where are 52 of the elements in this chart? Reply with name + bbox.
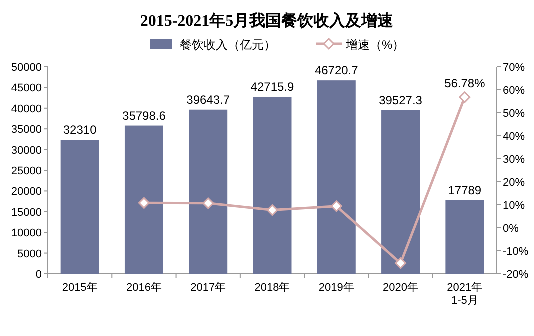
point: [138, 197, 150, 209]
x-tick-label: 2021年 1-5月: [447, 282, 483, 308]
y2-tick-label: 70%: [503, 62, 526, 74]
bar: [317, 80, 356, 274]
data-label: 39643.7: [186, 92, 230, 107]
x-tick-label: 2020年: [383, 282, 419, 294]
data-label: 56.78%: [444, 76, 486, 90]
legend-label: 增速（%）: [345, 38, 405, 52]
point: [459, 92, 471, 104]
x-tick-label: 2019年: [318, 282, 354, 294]
x-tick-label: 2017年: [190, 282, 226, 294]
x-tick-label: 2016年: [126, 282, 162, 294]
data-label: 39527.3: [379, 93, 423, 108]
bar: [446, 200, 484, 274]
y-tick-label: 30000: [11, 144, 42, 157]
data-label: 46720.7: [314, 64, 359, 78]
y2-tick-label: 50%: [503, 108, 526, 120]
point: [330, 200, 342, 212]
y-tick-label: 25000: [11, 166, 42, 178]
legend-label: 餐饮收入（亿元）: [180, 38, 276, 52]
data-label: 35798.6: [122, 108, 166, 123]
y-tick-label: 50000: [11, 62, 42, 74]
data-label: 42715.9: [250, 80, 295, 94]
bar: [124, 126, 164, 274]
y2-tick-label: 60%: [503, 85, 526, 97]
data-label: 32310: [63, 123, 98, 138]
y-tick-label: 10000: [11, 228, 42, 240]
y2-tick-label: 0%: [503, 223, 520, 235]
x-tick-label: 2015年: [62, 282, 98, 294]
data-label: 17789: [448, 183, 482, 198]
bar: [189, 110, 228, 274]
y2-tick-label: 10%: [503, 200, 526, 212]
y-tick-label: 0: [36, 269, 42, 281]
x-tick-label: 2018年: [254, 282, 290, 294]
point: [395, 258, 407, 270]
y2-tick-label: 40%: [503, 131, 526, 143]
bar: [60, 140, 100, 274]
y-tick-label: 35000: [11, 124, 42, 136]
y-tick-label: 45000: [11, 82, 42, 95]
y-tick-label: 15000: [11, 206, 42, 219]
y2-tick-label: 30%: [503, 154, 526, 166]
y-tick-label: 5000: [18, 248, 42, 260]
point: [202, 198, 214, 210]
bar: [253, 97, 292, 274]
y-tick-label: 40000: [11, 103, 42, 116]
y2-tick-label: -20%: [503, 269, 529, 281]
y2-tick-label: -10%: [503, 246, 529, 258]
chart-title: 2015-2021年5月我国餐饮收入及增速: [140, 12, 395, 30]
y2-tick-label: 20%: [503, 177, 526, 189]
y-tick-label: 20000: [11, 186, 42, 198]
bar: [382, 110, 420, 274]
point: [266, 204, 278, 216]
